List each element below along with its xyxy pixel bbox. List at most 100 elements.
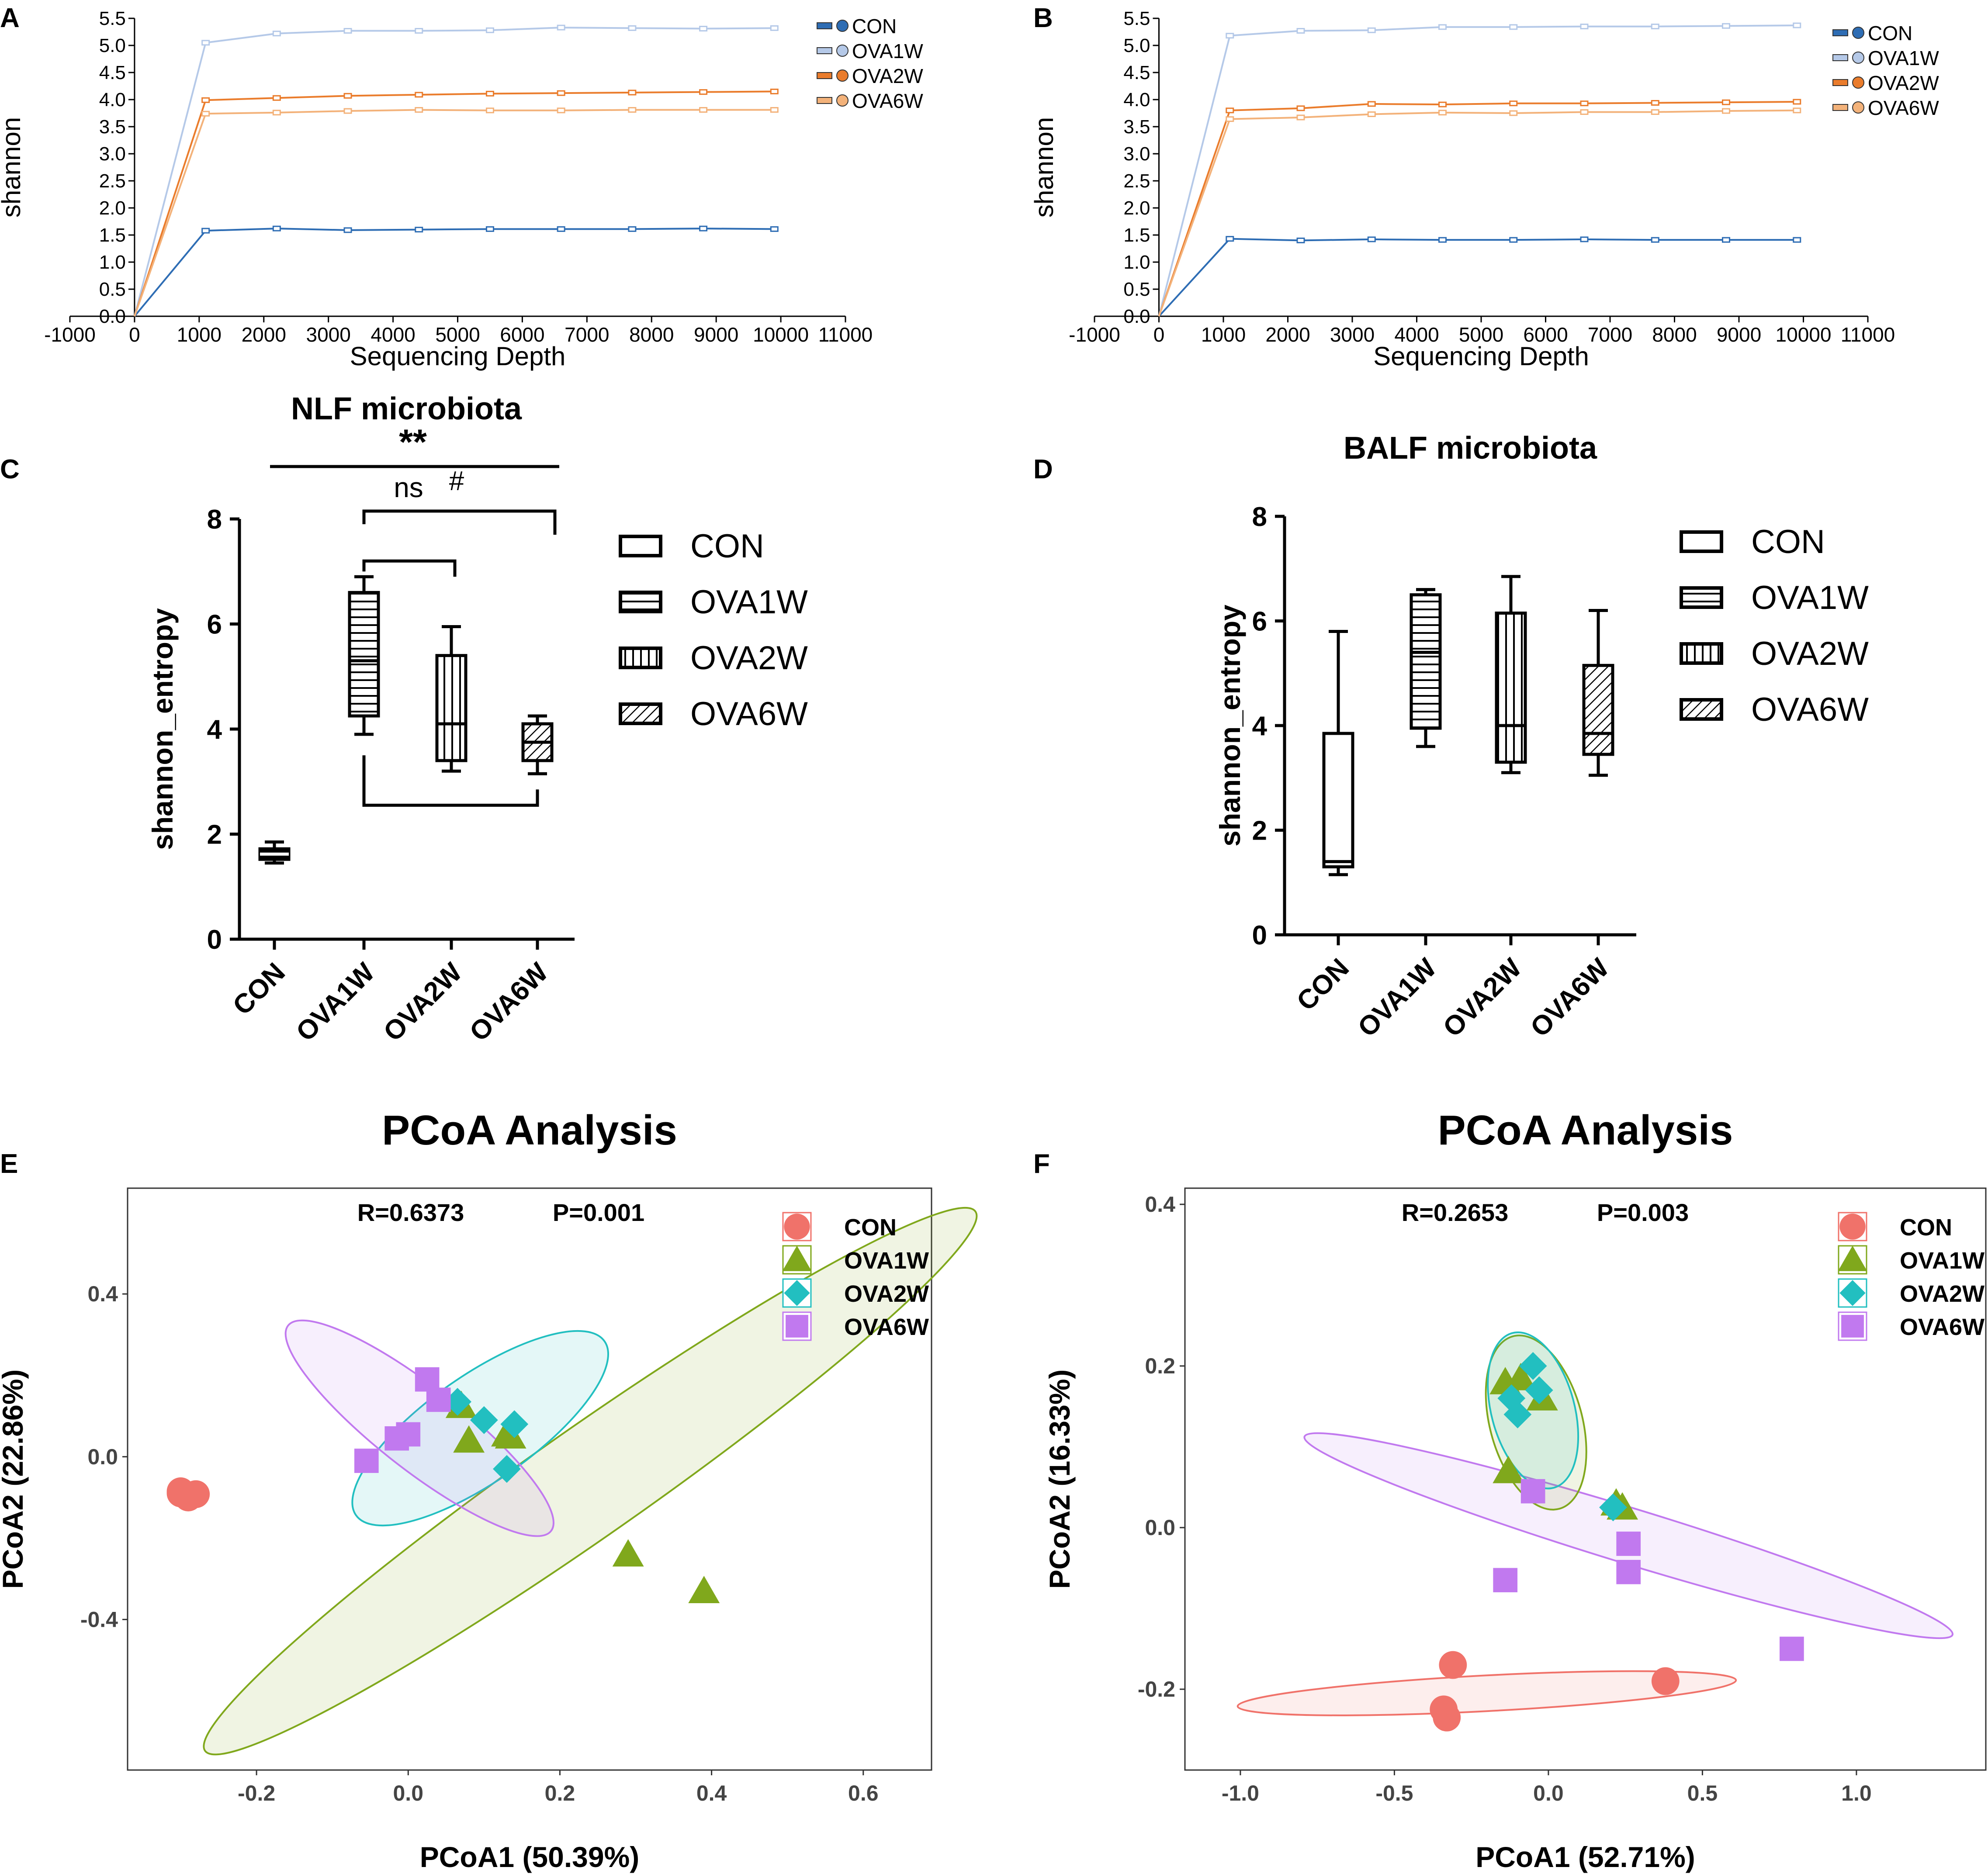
- y-axis-title: PCoA2 (22.86%): [0, 1369, 29, 1589]
- legend-swatch-con: [1680, 530, 1723, 553]
- x-tick-label: 4000: [1394, 323, 1439, 346]
- x-tick-label: 2000: [242, 323, 286, 346]
- x-tick-label: 10000: [753, 323, 809, 346]
- chart-a-shannon-rarefaction: -1000 0 1000 2000 3000 4000 5000 6000 7000 8000 90…: [0, 8, 923, 371]
- data-point: [1367, 101, 1376, 107]
- point-ova1w: [1493, 1456, 1524, 1483]
- box-con: [1322, 732, 1354, 868]
- legend-label-con: CON: [844, 1214, 897, 1241]
- series-line-con: [134, 228, 775, 317]
- x-tick-label: -0.5: [1375, 1781, 1413, 1805]
- y-tick-label: 3.0: [99, 143, 126, 165]
- y-axis-title: shannon: [1029, 117, 1059, 218]
- x-tick-label: 0.2: [545, 1781, 575, 1805]
- data-point: [770, 107, 779, 113]
- data-point: [485, 90, 494, 97]
- legend-marker-con: [836, 20, 849, 32]
- y-tick-label: 8: [1252, 502, 1267, 532]
- x-tick-label: 5000: [1459, 323, 1503, 346]
- data-point: [415, 28, 423, 34]
- chart-f-pcoa: PCoA Analysis -1.0 -0.5 0.0 0.5 1.0 -0.2 0.0 0.2…: [1043, 1107, 1987, 1873]
- data-point: [557, 24, 565, 31]
- legend-label-ova2w: OVA2W: [852, 65, 923, 87]
- legend-marker-ova1w: [1838, 1245, 1867, 1271]
- point-ova1w: [495, 1421, 526, 1449]
- point-ova1w: [453, 1425, 485, 1453]
- y-axis-title: shannon_entropy: [1214, 605, 1246, 847]
- y-tick-label: 0.0: [99, 306, 126, 327]
- x-tick-label: CON: [227, 957, 291, 1021]
- x-tick-label: OVA6W: [464, 957, 554, 1048]
- y-tick-label: 4: [1252, 711, 1268, 741]
- legend-label-ova1w: OVA1W: [1900, 1248, 1985, 1274]
- y-tick-label: 2.5: [1123, 170, 1150, 192]
- point-con: [166, 1477, 195, 1505]
- x-tick-label: 1000: [1201, 323, 1246, 346]
- ellipse-ova1w: [203, 1207, 978, 1756]
- legend-marker-ova2w: [1839, 1280, 1866, 1306]
- data-point: [628, 90, 637, 96]
- legend-marker-con: [1852, 27, 1864, 39]
- data-point: [1296, 237, 1305, 243]
- x-tick-label: OVA6W: [1525, 953, 1615, 1043]
- x-axis-title: PCoA1 (50.39%): [420, 1841, 640, 1873]
- data-point: [1367, 27, 1376, 33]
- series-line-con: [1158, 238, 1797, 317]
- y-tick-label: 0.0: [1123, 306, 1150, 327]
- data-point: [1226, 236, 1234, 242]
- data-point: [628, 25, 637, 31]
- y-tick-label: 0.5: [1123, 279, 1150, 300]
- legend-swatch-ova1w: [1680, 586, 1723, 609]
- data-point: [1226, 116, 1234, 122]
- x-tick-label: 0.0: [1533, 1781, 1564, 1805]
- point-ova6w: [396, 1422, 421, 1447]
- legend-swatch-con: [619, 535, 662, 557]
- series-line-ova2w: [1158, 100, 1797, 317]
- box-ova6w: [1582, 664, 1614, 756]
- y-tick-label: 0.5: [99, 279, 126, 300]
- y-tick-label: 4: [207, 715, 222, 745]
- chart-d-balf-boxplot: 0 2 4 6 8 shannon_entropy BALF microbiota CON CO…: [1214, 431, 1869, 1043]
- data-point: [485, 226, 494, 232]
- stat-p: P=0.001: [553, 1199, 644, 1226]
- data-point: [1793, 99, 1801, 105]
- data-point: [1438, 24, 1447, 30]
- chart-c-nlf-boxplot: 0 2 4 6 8 shannon_entropy NLF microbiota CON CON…: [146, 391, 808, 1047]
- legend-label-ova2w: OVA2W: [1868, 72, 1939, 94]
- x-tick-label: 0.5: [1687, 1781, 1718, 1805]
- data-point: [343, 227, 352, 233]
- significance-bracket: [362, 755, 539, 807]
- data-point: [1722, 99, 1730, 105]
- chart-b-shannon-rarefaction: -1000 0 1000 2000 3000 4000 5000 6000 7000 8000 90…: [1029, 8, 1939, 371]
- y-tick-label: 4.0: [1123, 89, 1150, 111]
- legend-swatch-ova1w: [619, 591, 662, 613]
- x-tick-label: -1000: [1069, 323, 1120, 346]
- legend-label-ova1w: OVA1W: [844, 1248, 929, 1274]
- legend-label-ova2w: OVA2W: [690, 640, 808, 677]
- data-point: [1651, 24, 1659, 30]
- legend-label-ova6w: OVA6W: [844, 1314, 929, 1340]
- panel-label-d: D: [1033, 454, 1053, 484]
- chart-title: PCoA Analysis: [1438, 1107, 1733, 1154]
- legend-label-ova6w: OVA6W: [690, 695, 808, 733]
- legend-label-ova2w: OVA2W: [1751, 635, 1869, 672]
- point-ova6w: [1520, 1479, 1545, 1504]
- ellipse-con: [1236, 1670, 1737, 1716]
- legend-label-ova1w: OVA1W: [1751, 579, 1869, 616]
- data-point: [1296, 114, 1305, 121]
- chart-title: NLF microbiota: [291, 391, 522, 426]
- point-ova1w: [1505, 1362, 1537, 1390]
- legend-marker-ova6w: [836, 94, 849, 107]
- x-tick-label: OVA1W: [1352, 953, 1443, 1043]
- point-ova6w: [1616, 1532, 1641, 1556]
- data-point: [1793, 22, 1801, 28]
- data-point: [272, 95, 281, 101]
- point-con: [1433, 1703, 1461, 1732]
- legend-label-ova2w: OVA2W: [1900, 1281, 1985, 1307]
- data-point: [1509, 237, 1518, 243]
- legend-marker-ova1w: [1852, 52, 1864, 64]
- legend-label-ova6w: OVA6W: [1868, 97, 1939, 119]
- legend-label-ova6w: OVA6W: [1900, 1314, 1985, 1340]
- x-tick-label: 8000: [1652, 323, 1697, 346]
- x-tick-label: 6000: [500, 323, 544, 346]
